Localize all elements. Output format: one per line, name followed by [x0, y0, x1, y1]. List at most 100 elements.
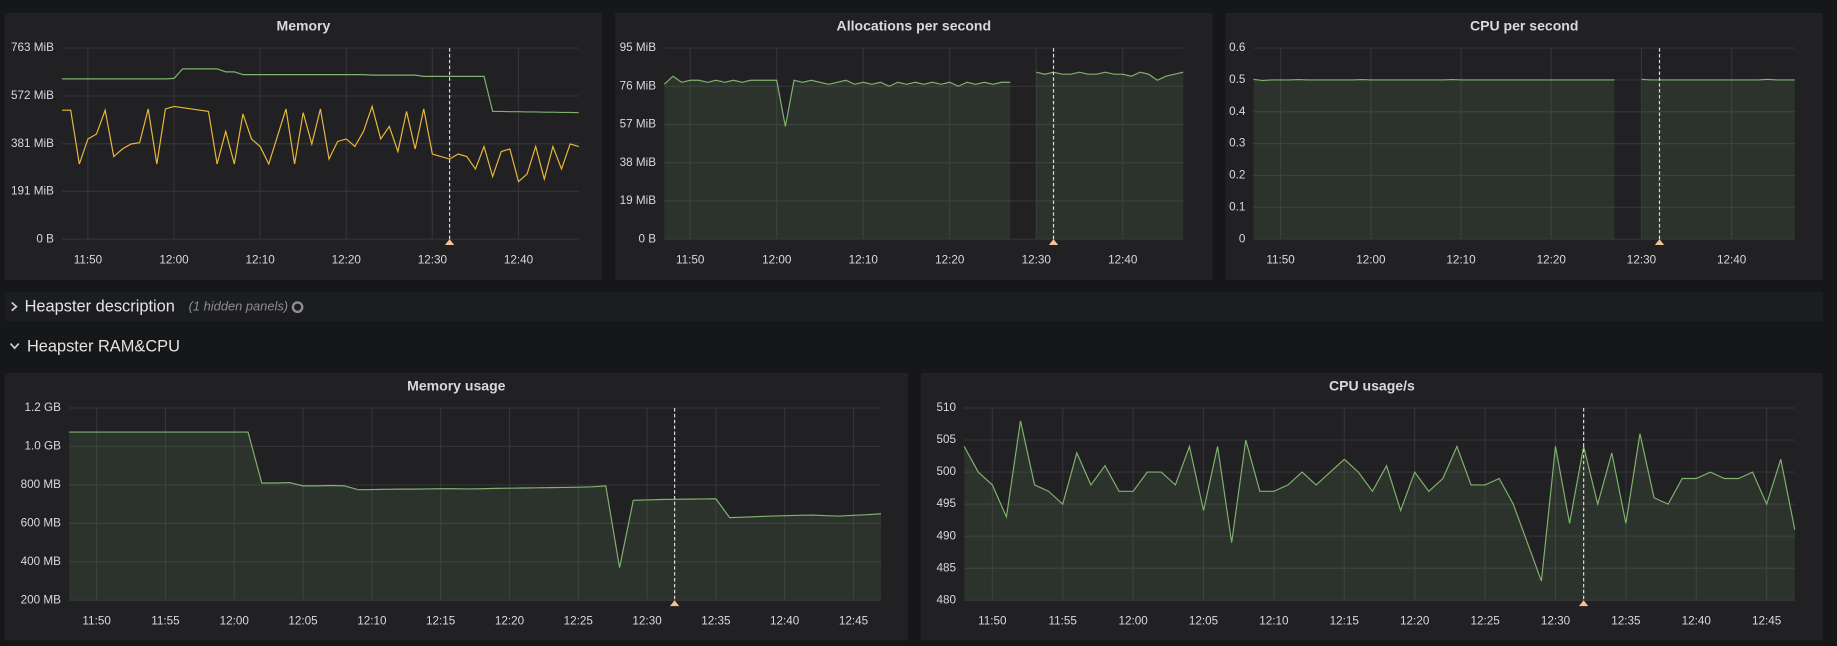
- x-tick-label: 12:15: [1330, 614, 1360, 627]
- series-line: [62, 104, 579, 183]
- row-note: (1 hidden panels): [189, 299, 288, 314]
- y-tick-label: 0 B: [638, 232, 656, 245]
- y-tick-label: 381 MiB: [11, 137, 54, 150]
- x-tick-label: 12:10: [246, 253, 276, 266]
- y-tick-label: 0.4: [1229, 105, 1246, 118]
- x-tick-label: 12:25: [564, 614, 594, 627]
- panel: [4, 372, 908, 641]
- panel: [4, 12, 603, 281]
- x-tick-label: 12:00: [159, 253, 189, 266]
- y-tick-label: 0.3: [1229, 137, 1245, 150]
- panel: [1225, 12, 1823, 281]
- x-tick-label: 12:35: [701, 614, 731, 627]
- area: [664, 72, 1184, 240]
- y-tick-label: 763 MiB: [11, 41, 54, 54]
- x-tick-label: 12:05: [288, 614, 318, 627]
- row-title[interactable]: Heapster description: [25, 297, 175, 315]
- x-tick-label: 12:40: [504, 253, 534, 266]
- x-tick-label: 11:50: [676, 253, 705, 266]
- x-tick-label: 11:50: [978, 614, 1007, 627]
- x-tick-label: 12:10: [849, 253, 879, 266]
- y-tick-label: 38 MiB: [620, 156, 657, 169]
- annotation-marker: [669, 600, 680, 607]
- y-tick-label: 57 MiB: [620, 118, 657, 131]
- panel-title: CPU usage/s: [1329, 378, 1415, 394]
- panel-title: Memory usage: [407, 378, 506, 394]
- panel-title: Memory: [277, 18, 331, 34]
- x-tick-label: 12:40: [1108, 253, 1138, 266]
- x-tick-label: 12:00: [220, 614, 250, 627]
- x-tick-label: 12:10: [357, 614, 387, 627]
- y-tick-label: 495: [936, 497, 956, 510]
- row-chevron[interactable]: [9, 342, 20, 350]
- y-tick-label: 1.0 GB: [24, 440, 61, 453]
- y-tick-label: 485: [936, 561, 956, 574]
- y-tick-label: 572 MiB: [11, 89, 54, 102]
- series-line: [69, 431, 882, 568]
- row-title[interactable]: Heapster RAM&CPU: [27, 337, 180, 355]
- row-chevron[interactable]: [11, 301, 18, 312]
- y-tick-label: 0: [1239, 232, 1246, 245]
- y-tick-label: 0.6: [1229, 41, 1245, 54]
- row-bar[interactable]: [4, 291, 1823, 322]
- annotation-marker: [1048, 239, 1059, 246]
- y-tick-label: 200 MB: [21, 593, 62, 606]
- x-tick-label: 12:00: [762, 253, 792, 266]
- y-tick-label: 800 MB: [21, 478, 62, 491]
- y-tick-label: 0.5: [1229, 73, 1246, 86]
- annotation-marker: [1578, 600, 1589, 607]
- x-tick-label: 11:50: [74, 253, 103, 266]
- series-line: [963, 420, 1796, 582]
- series-line: [1253, 78, 1795, 82]
- x-tick-label: 12:30: [1541, 614, 1571, 627]
- x-tick-label: 12:10: [1259, 614, 1289, 627]
- annotation-marker: [444, 239, 455, 246]
- y-tick-label: 480: [936, 593, 956, 606]
- x-tick-label: 12:45: [1752, 614, 1782, 627]
- x-tick-label: 11:50: [82, 614, 111, 627]
- x-tick-label: 12:40: [770, 614, 800, 627]
- x-tick-label: 12:10: [1446, 253, 1476, 266]
- y-tick-label: 490: [936, 529, 956, 542]
- gear-icon[interactable]: [291, 301, 304, 314]
- annotation-marker: [1654, 239, 1665, 246]
- x-tick-label: 12:30: [632, 614, 662, 627]
- x-tick-label: 12:40: [1682, 614, 1712, 627]
- y-tick-label: 400 MB: [21, 555, 62, 568]
- x-tick-label: 11:55: [1049, 614, 1078, 627]
- panel: [920, 372, 1823, 641]
- x-tick-label: 11:50: [1266, 253, 1295, 266]
- x-tick-label: 12:45: [839, 614, 869, 627]
- y-tick-label: 191 MiB: [11, 184, 54, 197]
- x-tick-label: 12:15: [426, 614, 456, 627]
- y-tick-label: 500: [936, 465, 956, 478]
- x-tick-label: 12:25: [1470, 614, 1500, 627]
- x-tick-label: 12:20: [495, 614, 525, 627]
- x-tick-label: 11:55: [151, 614, 180, 627]
- x-tick-label: 12:30: [1627, 253, 1657, 266]
- y-tick-label: 1.2 GB: [24, 401, 61, 414]
- y-tick-label: 600 MB: [21, 516, 62, 529]
- x-tick-label: 12:20: [935, 253, 965, 266]
- x-tick-label: 12:20: [1400, 614, 1430, 627]
- series-line: [663, 71, 1184, 127]
- y-tick-label: 0.1: [1229, 200, 1245, 213]
- y-tick-label: 19 MiB: [620, 194, 657, 207]
- panel-title: Allocations per second: [837, 18, 992, 34]
- y-tick-label: 0 B: [36, 232, 54, 245]
- y-tick-label: 95 MiB: [620, 41, 657, 54]
- area: [964, 420, 1795, 601]
- x-tick-label: 12:30: [418, 253, 448, 266]
- x-tick-label: 12:20: [332, 253, 362, 266]
- panel-title: CPU per second: [1470, 18, 1578, 34]
- x-tick-label: 12:20: [1537, 253, 1567, 266]
- y-tick-label: 505: [936, 433, 956, 446]
- y-tick-label: 76 MiB: [620, 79, 657, 92]
- x-tick-label: 12:00: [1356, 253, 1386, 266]
- y-tick-label: 0.2: [1229, 169, 1245, 182]
- x-tick-label: 12:35: [1611, 614, 1641, 627]
- area: [69, 432, 882, 601]
- x-tick-label: 12:05: [1189, 614, 1219, 627]
